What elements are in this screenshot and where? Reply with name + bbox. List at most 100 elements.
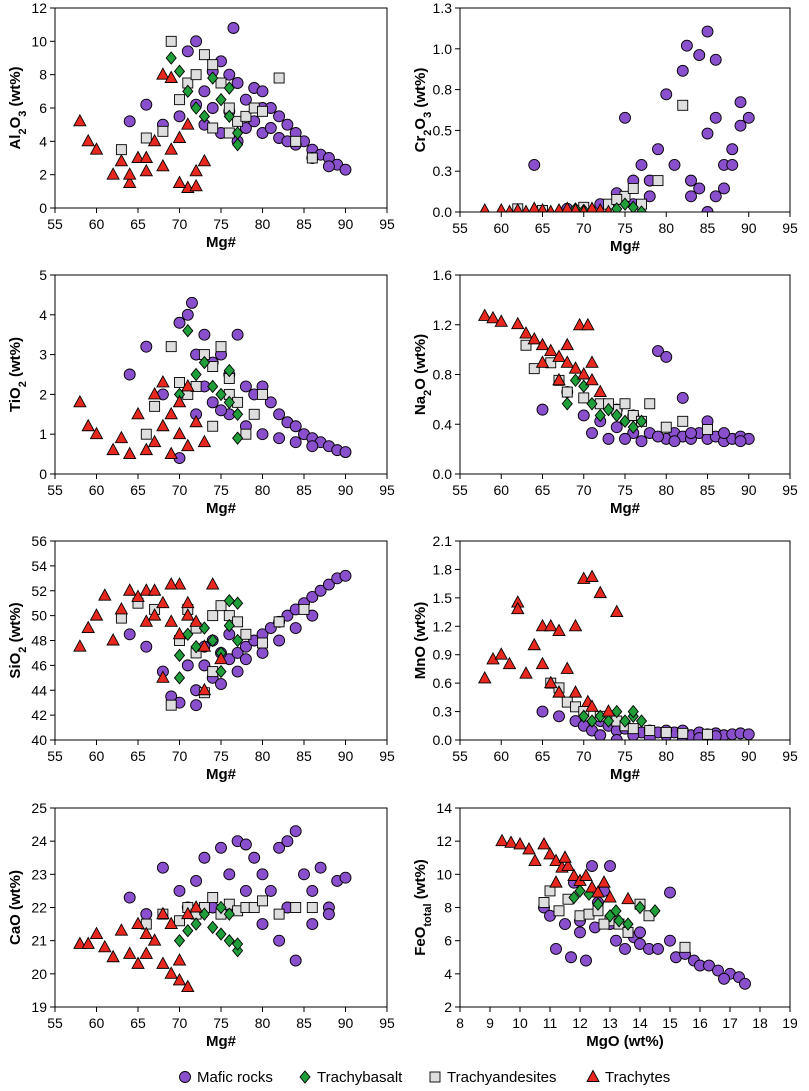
point-triangle-trachytes xyxy=(505,204,514,212)
point-triangle-trachytes xyxy=(164,406,178,420)
point-square-trachyandesites xyxy=(644,398,656,410)
point-circle-mafic-rocks xyxy=(173,884,186,897)
point-square-trachyandesites xyxy=(207,361,219,372)
x-axis-label: Mg# xyxy=(206,766,237,783)
point-diamond-trachybasalt xyxy=(592,897,604,911)
point-diamond-trachybasalt xyxy=(586,714,598,728)
point-triangle-trachytes xyxy=(156,956,170,969)
point-circle-mafic-rocks xyxy=(140,640,153,653)
point-square-trachyandesites xyxy=(174,94,185,106)
point-diamond-trachybasalt xyxy=(634,900,646,915)
point-square-trachyandesites xyxy=(174,377,185,388)
y-tick-label: 0 xyxy=(39,466,47,482)
point-square-trachyandesites xyxy=(207,892,219,903)
y-tick-label: 10 xyxy=(31,33,47,49)
point-triangle-trachytes xyxy=(560,337,575,351)
point-circle-mafic-rocks xyxy=(239,93,252,106)
y-tick-label: 1.0 xyxy=(433,41,453,57)
y-tick-label: 1.6 xyxy=(433,267,453,283)
point-square-trachyandesites xyxy=(240,428,252,440)
point-circle-mafic-rocks xyxy=(610,734,623,740)
point-square-trachyandesites xyxy=(627,410,639,421)
point-diamond-trachybasalt xyxy=(602,714,615,728)
point-circle-mafic-rocks xyxy=(281,118,294,131)
point-diamond-trachybasalt xyxy=(215,664,227,679)
point-triangle-trachytes xyxy=(114,923,129,936)
y-tick-label: 8 xyxy=(39,67,47,83)
x-tick-label: 17 xyxy=(722,1015,738,1031)
x-axis-label: Mg# xyxy=(610,500,641,517)
y-tick-label: 10 xyxy=(436,866,452,882)
point-circle-mafic-rocks xyxy=(273,634,286,647)
point-square-trachyandesites xyxy=(644,725,656,736)
y-tick-label: 50 xyxy=(31,608,47,624)
point-square-trachyandesites xyxy=(257,105,268,117)
point-square-trachyandesites xyxy=(702,424,713,435)
point-diamond-trachybasalt xyxy=(594,408,606,423)
point-circle-mafic-rocks xyxy=(198,85,211,98)
point-triangle-trachytes xyxy=(197,639,212,652)
point-triangle-trachytes xyxy=(494,647,509,660)
point-triangle-trachytes xyxy=(106,949,120,963)
point-square-trachyandesites xyxy=(257,895,268,907)
point-square-trachyandesites xyxy=(174,915,185,927)
point-circle-mafic-rocks xyxy=(693,182,706,195)
x-tick-label: 60 xyxy=(89,216,105,232)
point-square-trachyandesites xyxy=(157,125,169,137)
point-triangle-trachytes xyxy=(81,418,95,432)
x-tick-label: 95 xyxy=(782,482,798,498)
point-square-trachyandesites xyxy=(207,59,219,71)
point-diamond-trachybasalt xyxy=(182,627,194,641)
point-circle-mafic-rocks xyxy=(664,934,676,947)
y-axis-label: Cr2O3 (wt%) xyxy=(412,68,434,153)
y-tick-label: 23 xyxy=(31,866,47,882)
markers xyxy=(495,833,751,990)
x-tick-label: 70 xyxy=(576,748,592,764)
x-tick-label: 80 xyxy=(255,216,271,232)
point-triangle-trachytes xyxy=(572,317,587,331)
x-tick-label: 80 xyxy=(255,482,271,498)
x-tick-label: 55 xyxy=(47,748,63,764)
point-circle-mafic-rocks xyxy=(215,678,227,690)
legend-item-trachytes: Trachytes xyxy=(586,1069,670,1086)
y-tick-label: 8 xyxy=(444,900,452,916)
point-diamond-trachybasalt xyxy=(613,914,625,928)
y-tick-label: 6 xyxy=(444,933,452,949)
x-tick-label: 55 xyxy=(452,220,468,236)
point-triangle-trachytes xyxy=(114,601,129,615)
x-tick-label: 70 xyxy=(576,220,592,236)
point-triangle-trachytes xyxy=(139,583,154,596)
point-circle-mafic-rocks xyxy=(709,111,722,124)
panel-feo: 8 9 10 11 12 13 14 15 16 17 18 19 2 4 6 8 10 12 14 MgO (wt%… xyxy=(412,800,798,1050)
legend-label: Mafic rocks xyxy=(197,1069,273,1086)
point-square-trachyandesites xyxy=(149,400,161,412)
point-triangle-trachytes xyxy=(131,589,145,602)
point-triangle-trachytes xyxy=(147,608,162,621)
x-tick-label: 75 xyxy=(213,216,229,232)
point-square-trachyandesites xyxy=(165,35,177,47)
point-circle-mafic-rocks xyxy=(256,868,269,881)
point-triangle-trachytes xyxy=(585,372,599,386)
x-tick-label: 60 xyxy=(493,748,509,764)
x-tick-label: 65 xyxy=(535,482,551,498)
point-diamond-trachybasalt xyxy=(611,704,623,719)
point-triangle-trachytes xyxy=(181,608,195,621)
x-tick-label: 90 xyxy=(338,216,354,232)
point-circle-mafic-rocks xyxy=(701,127,714,140)
point-triangle-trachytes xyxy=(537,202,548,212)
x-tick-label: 70 xyxy=(172,748,188,764)
point-circle-mafic-rocks xyxy=(264,622,277,635)
point-diamond-trachybasalt xyxy=(611,202,623,212)
point-triangle-trachytes xyxy=(156,670,170,683)
point-circle-mafic-rocks xyxy=(709,190,722,203)
point-circle-mafic-rocks xyxy=(742,111,755,124)
point-diamond-trachybasalt xyxy=(207,71,219,85)
point-triangle-trachytes xyxy=(585,355,599,368)
y-tick-label: 1 xyxy=(39,426,47,442)
point-circle-mafic-rocks xyxy=(264,122,277,134)
point-circle-mafic-rocks xyxy=(306,440,319,453)
point-triangle-trachytes xyxy=(560,355,575,368)
y-tick-label: 42 xyxy=(31,707,47,723)
point-triangle-trachytes xyxy=(621,891,635,905)
point-square-trachyandesites xyxy=(215,77,227,89)
